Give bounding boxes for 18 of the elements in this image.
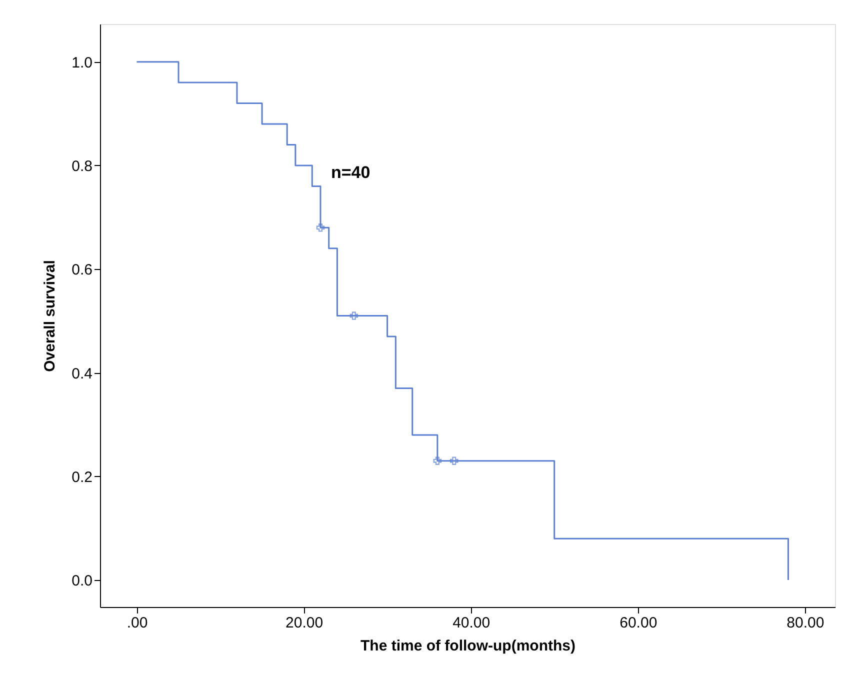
y-tick-label: 0.8 [72, 158, 92, 175]
x-tick-label: .00 [126, 614, 148, 632]
y-tick-label: 0.4 [72, 365, 92, 382]
y-tick-label: 0.0 [72, 572, 92, 590]
x-axis-title: The time of follow-up(months) [360, 638, 576, 654]
point [433, 456, 442, 465]
y-tick-label: 0.6 [72, 262, 92, 279]
annotation: n=40 [331, 163, 370, 182]
x-tick-label: 60.00 [620, 614, 658, 632]
y-axis-title: Overall survival [42, 260, 59, 372]
point [450, 456, 458, 465]
x-tick-label: 40.00 [452, 614, 490, 632]
y-tick-label: 0.2 [72, 468, 92, 486]
point [350, 312, 358, 320]
y-tick-label: 1.0 [72, 54, 92, 72]
x-tick-label: 20.00 [286, 614, 324, 632]
x-tick-label: 80.00 [786, 614, 824, 632]
point [316, 224, 325, 232]
